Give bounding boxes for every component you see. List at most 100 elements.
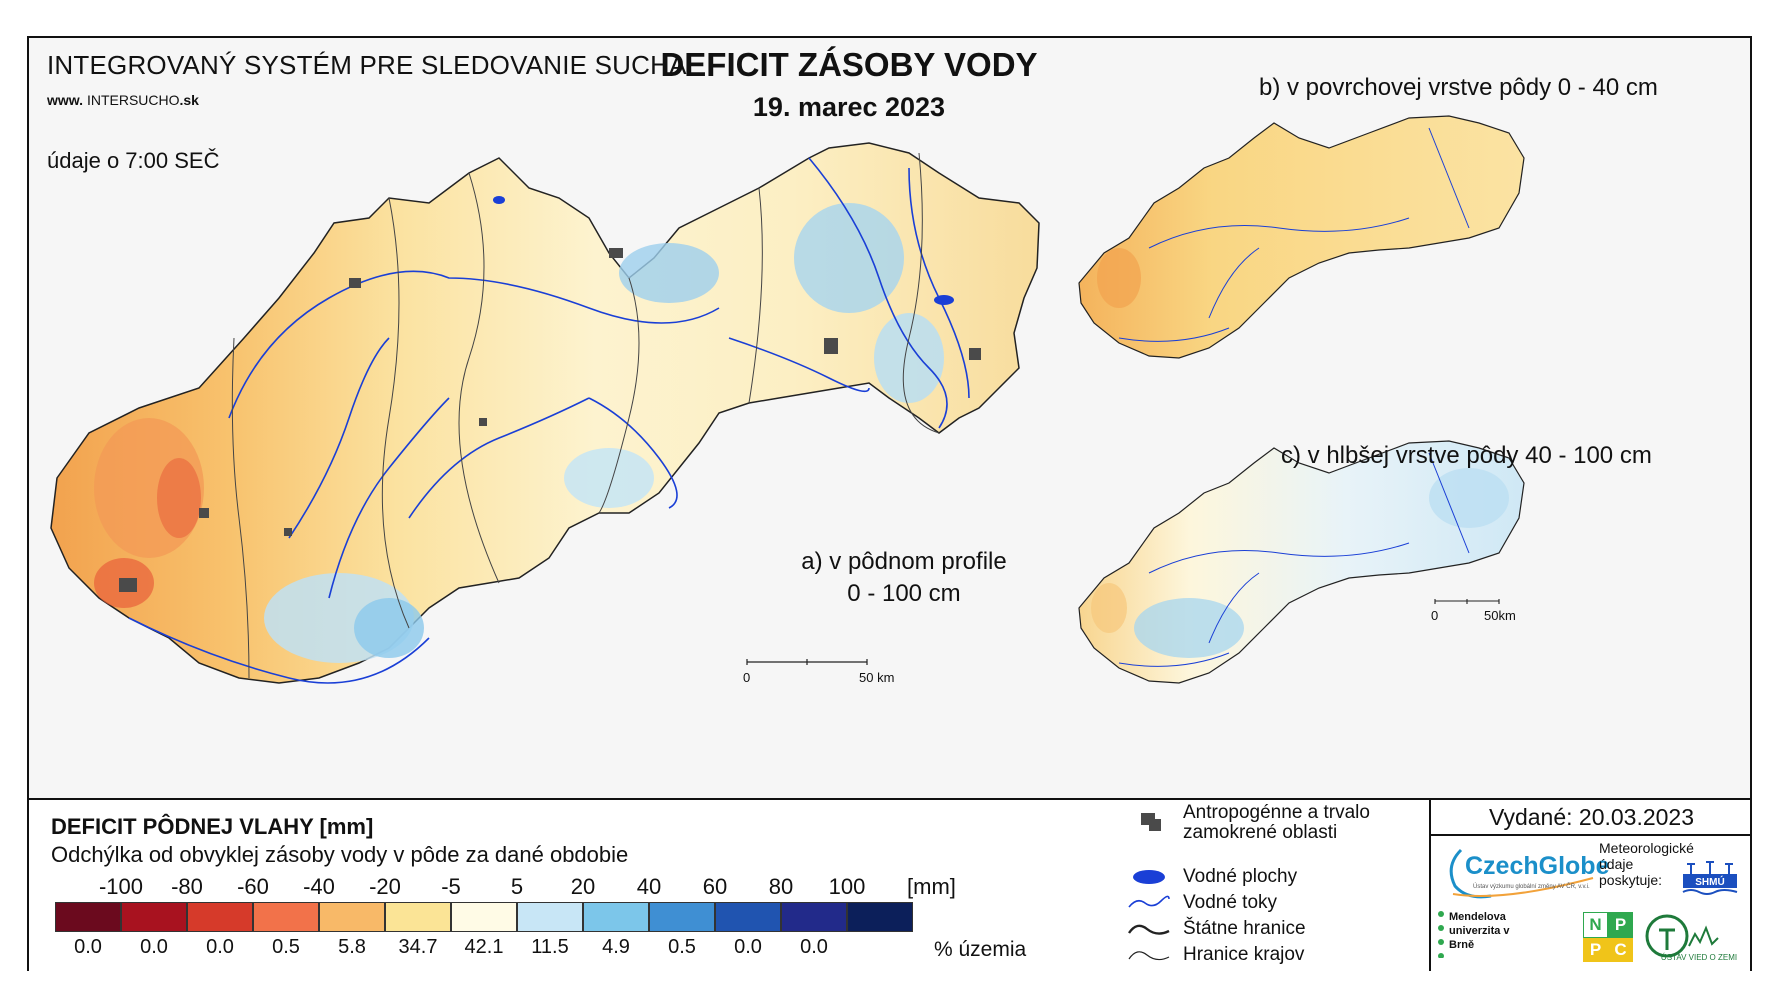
map-date: 19. marec 2023 [752,92,946,122]
mendel-text: Mendelova univerzita v Brně [1449,911,1510,951]
map-frame: INTEGROVANÝ SYSTÉM PRE SLEDOVANIE SUCHA … [27,36,1752,971]
nppc-logo: N P P C [1583,912,1633,962]
legend-swatch-8 [583,902,649,932]
legend-pct-4: 5.8 [338,936,366,958]
river-icon [1128,895,1170,908]
legend-pct-10: 0.0 [734,936,762,958]
legend-swatch-12 [847,902,913,932]
legend-tick-5: -5 [441,874,461,899]
legend-pct-2: 0.0 [206,936,234,958]
key-urban-label: Antropogénne a trvalo zamokrené oblasti [1183,802,1370,843]
legend-color-bar [55,902,913,932]
panel-a-label: a) v pôdnom profile 0 - 100 cm [789,546,1019,610]
scale-small-end: 50km [1484,608,1516,623]
legend-swatch-10 [715,902,781,932]
key-rivers: Vodné toky [1127,890,1277,916]
map-title: DEFICIT ZÁSOBY VODY [660,46,1038,83]
website-url: www. INTERSUCHO.sk [47,92,199,108]
slovakia-map-c [1078,440,1525,684]
key-urban: Antropogénne a trvalo zamokrené oblasti [1127,803,1373,843]
scale-bar-main [746,659,868,665]
legend-swatch-4 [319,902,385,932]
water-body-icon [1133,870,1165,884]
czechglobe-text: CzechGlobe [1465,852,1610,880]
mendel-dots-icon [1438,911,1444,958]
state-border-icon [1128,924,1170,935]
vuvz-text: ÚSTAV VIED O ZEMI [1661,953,1737,962]
scale-bar-small [1434,599,1500,604]
legend-tick-3: -40 [303,874,335,899]
legend-swatch-0 [55,902,121,932]
key-water-label: Vodné plochy [1183,866,1298,887]
czechglobe-subtext: Ústav výzkumu globální změny AV ČR, v.v.… [1473,884,1590,890]
issue-date: Vydané: 20.03.2023 [1431,800,1752,836]
key-region-border: Hranice krajov [1127,942,1304,968]
key-water: Vodné plochy [1127,864,1297,890]
legend-title: DEFICIT PÔDNEJ VLAHY [mm] [51,814,374,839]
legend-tick-11: 100 [828,874,866,899]
legend-pct-7: 11.5 [531,936,569,958]
nppc-letter-p2: P [1583,938,1608,962]
legend-swatch-1 [121,902,187,932]
key-state-border: Štátne hranice [1127,916,1306,942]
legend-tick-7: 20 [570,874,596,899]
legend-pct-0: 0.0 [74,936,102,958]
legend-panel: DEFICIT PÔDNEJ VLAHY [mm] Odchýlka od ob… [29,798,1752,971]
legend-pct-9: 0.5 [668,936,696,958]
urban-area-icon [1141,813,1161,831]
scale-main-end: 50 km [859,670,895,685]
vuvz-logo-icon: ÚSTAV VIED O ZEMI [1645,914,1737,962]
region-border-icon [1128,951,1170,961]
shmu-logo-icon: SHMÚ [1682,861,1738,895]
legend-swatch-3 [253,902,319,932]
panel-c-label: c) v hlbšej vrstve pôdy 40 - 100 cm [1281,442,1652,469]
shmu-logo: SHMÚ [1681,860,1739,898]
czechglobe-logo: CzechGlobe Ústav výzkumu globální změny … [1443,842,1609,904]
slovakia-map-b [1078,115,1525,359]
slovakia-map-main [50,142,1040,684]
legend-swatch-2 [187,902,253,932]
panel-a-label-line1: a) v pôdnom profile [801,548,1007,575]
legend-pct-6: 42.1 [464,936,504,958]
issuer-box: Vydané: 20.03.2023 CzechGlobe Ústav výzk… [1429,800,1752,971]
panel-a-label-line2: 0 - 100 cm [847,580,961,607]
scale-main-zero: 0 [743,670,751,685]
key-rivers-label: Vodné toky [1183,892,1278,913]
scale-small-zero: 0 [1431,608,1439,623]
nppc-letter-p1: P [1608,912,1633,938]
shmu-logo-text: SHMÚ [1695,875,1724,888]
legend-tick-2: -60 [237,874,269,899]
czechglobe-swoosh-icon [1449,848,1594,899]
legend-pct-3: 0.5 [272,936,300,958]
map-area: INTEGROVANÝ SYSTÉM PRE SLEDOVANIE SUCHA … [29,38,1750,798]
mendel-logo: Mendelova univerzita v Brně [1438,910,1521,958]
drought-maps [50,115,1525,684]
legend-swatch-5 [385,902,451,932]
legend-ticks: -100 -80 -60 -40 -20 -5 5 20 40 60 80 100 [51,874,951,900]
nppc-letter-n: N [1583,912,1608,938]
legend-tick-10: 80 [768,874,794,899]
url-suffix: .sk [179,92,199,108]
legend-pct-8: 4.9 [602,936,630,958]
legend-swatch-9 [649,902,715,932]
legend-unit-pct: % územia [934,938,1027,961]
legend-subtitle: Odchýlka od obvyklej zásoby vody v pôde … [51,842,629,867]
vuvz-logo: ÚSTAV VIED O ZEMI [1645,908,1745,964]
panel-b-label: b) v povrchovej vrstve pôdy 0 - 40 cm [1259,74,1658,101]
meteo-note: Meteorologické údaje poskytuje: [1599,840,1694,888]
url-main: INTERSUCHO [86,92,180,108]
nppc-letter-c: C [1608,938,1633,962]
legend-tick-8: 40 [636,874,662,899]
legend-tick-9: 60 [702,874,728,899]
data-time-note: údaje o 7:00 SEČ [47,148,220,173]
legend-tick-0: -100 [98,874,144,899]
url-prefix: www. [47,92,84,108]
system-title: INTEGROVANÝ SYSTÉM PRE SLEDOVANIE SUCHA [47,50,687,80]
legend-tick-4: -20 [369,874,401,899]
legend-tick-6: 5 [510,874,524,899]
legend-swatch-11 [781,902,847,932]
legend-pct-1: 0.0 [140,936,168,958]
key-state-border-label: Štátne hranice [1183,918,1306,939]
legend-unit-mm: [mm] [907,874,956,899]
legend-tick-1: -80 [171,874,203,899]
